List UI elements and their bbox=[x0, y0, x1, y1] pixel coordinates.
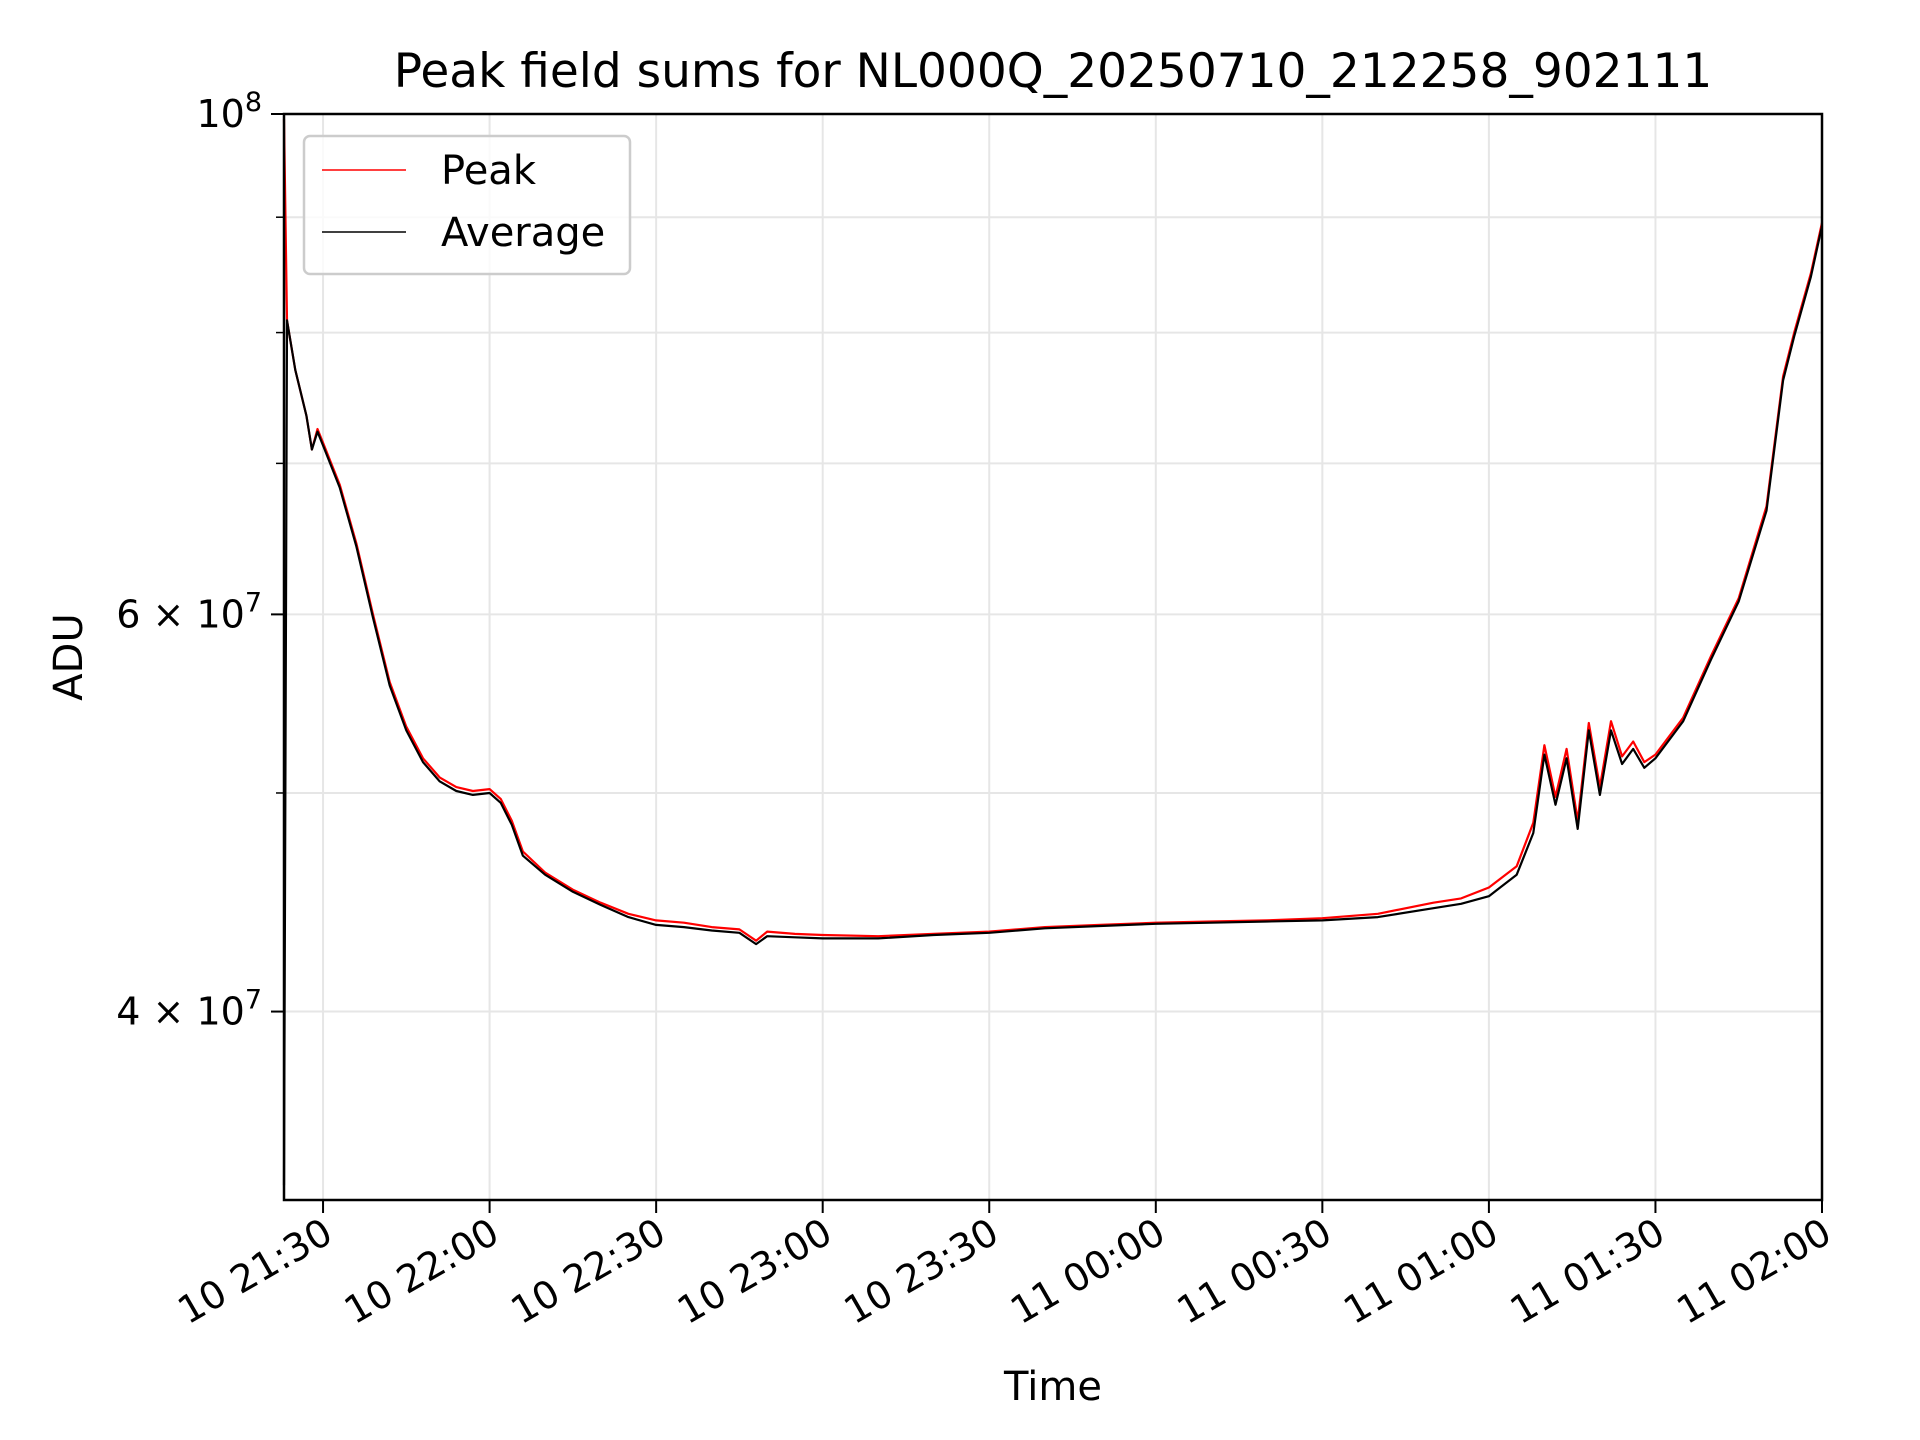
x-axis-label: Time bbox=[1003, 1364, 1102, 1410]
y-tick-label: 6 × 107 bbox=[116, 587, 262, 636]
chart-title: Peak field sums for NL000Q_20250710_2122… bbox=[394, 44, 1713, 99]
legend-label-average: Average bbox=[441, 210, 605, 256]
series-line-average bbox=[282, 225, 1824, 1186]
series-line-peak bbox=[282, 118, 1824, 942]
plot-frame bbox=[282, 112, 1824, 1202]
y-axis-label: ADU bbox=[46, 613, 92, 700]
legend-label-peak: Peak bbox=[441, 148, 537, 194]
series-layer bbox=[282, 118, 1824, 1186]
y-tick-label: 4 × 107 bbox=[116, 985, 262, 1034]
legend: Peak Average bbox=[302, 134, 632, 276]
